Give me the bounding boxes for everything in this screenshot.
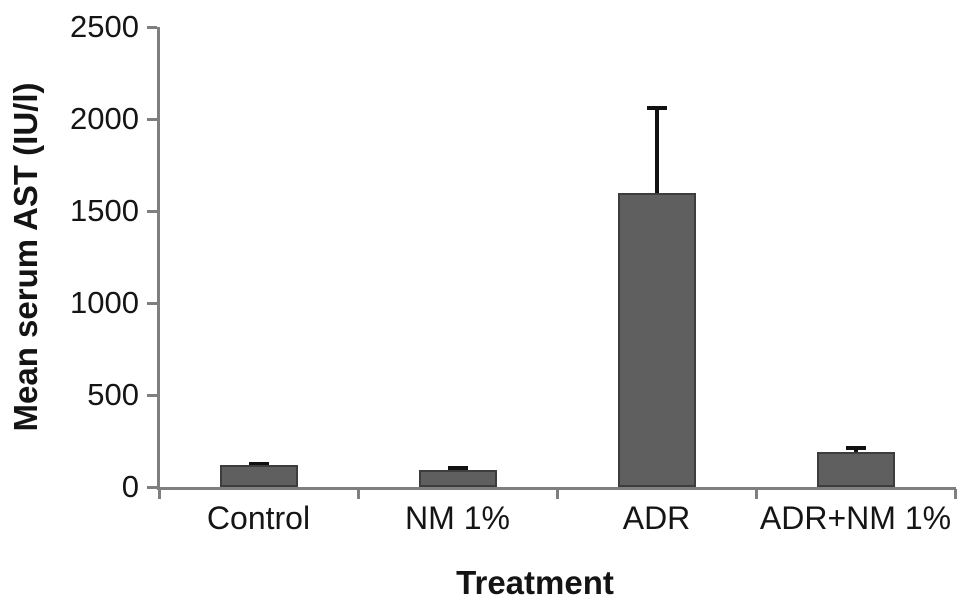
y-tick: [147, 394, 157, 397]
y-axis-title: Mean serum AST (IU/l): [7, 82, 44, 432]
x-tick: [556, 489, 559, 499]
y-tick-label: 1500: [70, 193, 139, 228]
x-tick-label: ADR: [622, 500, 691, 536]
y-tick-label: 0: [121, 469, 139, 504]
x-axis-line: [157, 487, 956, 490]
bar-nm-1-: [418, 469, 497, 487]
x-tick: [158, 489, 161, 499]
x-tick: [357, 489, 360, 499]
y-tick: [147, 210, 157, 213]
y-tick: [147, 486, 157, 489]
y-tick-label: 2000: [70, 101, 139, 136]
y-tick: [147, 26, 157, 29]
error-bar-line: [654, 106, 659, 195]
y-tick-label: 2500: [70, 9, 139, 44]
error-bar-line: [853, 445, 858, 455]
y-tick-label: 500: [87, 377, 139, 412]
y-axis-line: [157, 27, 160, 490]
x-tick-label: Control: [206, 500, 311, 536]
error-bar-cap: [447, 465, 468, 470]
x-tick-label: ADR+NM 1%: [759, 500, 952, 536]
y-tick: [147, 302, 157, 305]
y-tick: [147, 118, 157, 121]
error-bar-cap: [646, 106, 667, 111]
error-bar-cap: [845, 445, 866, 450]
x-tick: [755, 489, 758, 499]
x-tick-label: NM 1%: [405, 500, 510, 536]
bar-control: [219, 464, 298, 487]
bar-adr: [617, 192, 696, 487]
error-bar-cap: [248, 462, 269, 467]
bar-adr-nm-1-: [816, 452, 895, 487]
x-tick: [954, 489, 957, 499]
x-axis-title: Treatment: [456, 564, 614, 601]
y-tick-label: 1000: [70, 285, 139, 320]
